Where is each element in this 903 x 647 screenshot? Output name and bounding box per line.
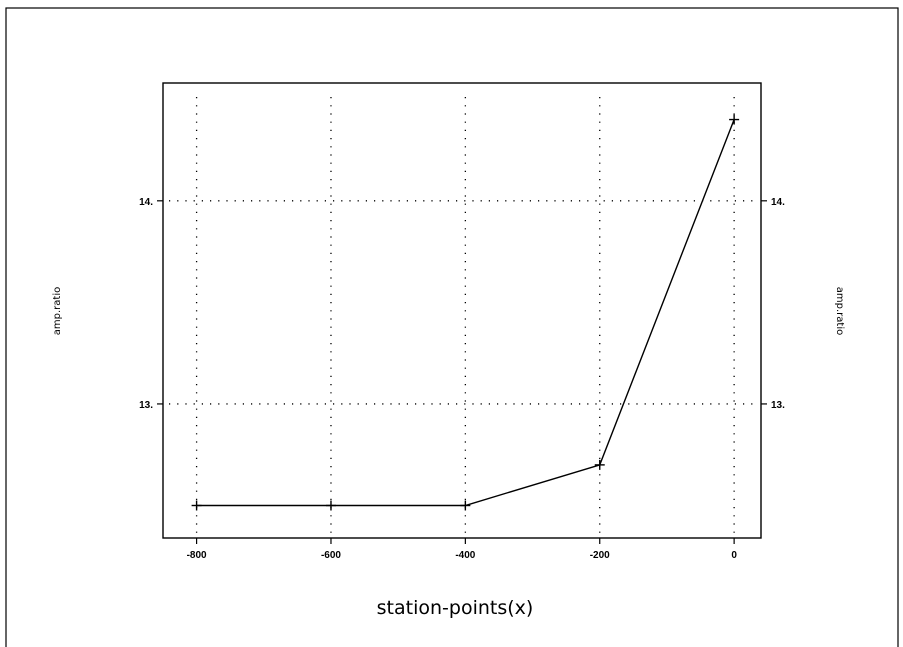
- x-tick-label: -800: [187, 550, 207, 561]
- tick-layer: -800 -600 -400 -200 0 13. 13. 14. 14.: [139, 197, 785, 561]
- grid-layer: [169, 97, 758, 536]
- x-axis-label: station-points(x): [377, 597, 534, 619]
- data-point-marker: [594, 459, 605, 470]
- figure-frame: [5, 7, 899, 647]
- y-axis-label-left: amp.ratio: [52, 287, 63, 335]
- x-tick-label: -200: [590, 550, 610, 561]
- data-point-marker: [325, 500, 336, 511]
- y-tick-label-right: 13.: [771, 400, 785, 411]
- y-tick-label-right: 14.: [771, 197, 785, 208]
- data-point-marker: [729, 114, 740, 125]
- plot-area: [162, 82, 762, 539]
- y-tick-label-left: 13.: [139, 400, 153, 411]
- series-layer: [191, 114, 740, 511]
- data-point-marker: [460, 500, 471, 511]
- y-axis-label-right: amp.ratio: [834, 287, 845, 335]
- data-point-marker: [191, 500, 202, 511]
- x-tick-label: 0: [731, 550, 737, 561]
- x-tick-label: -600: [321, 550, 341, 561]
- y-tick-label-left: 14.: [139, 197, 153, 208]
- series-line: [196, 119, 735, 507]
- x-tick-label: -400: [455, 550, 475, 561]
